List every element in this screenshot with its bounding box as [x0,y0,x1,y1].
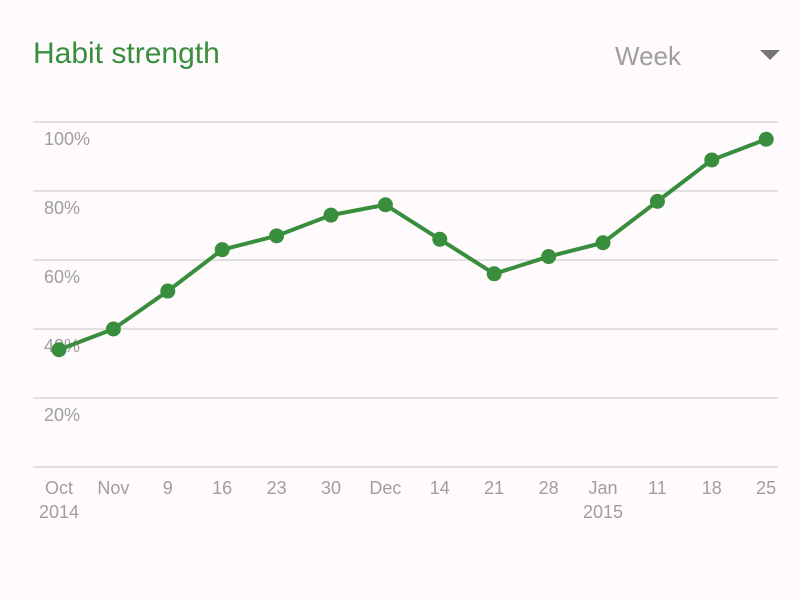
x-tick-label: 11 [648,478,667,498]
dropdown-arrow-icon [760,50,780,60]
x-tick-label: 21 [484,478,504,498]
data-point [105,321,121,337]
data-point [377,197,393,213]
y-tick-label: 20% [44,405,80,425]
x-tick-label: 30 [321,478,341,498]
data-point [541,249,557,265]
x-tick-label: Jan [588,478,617,498]
x-tick-label: 2015 [583,502,623,522]
x-tick-label: 23 [267,478,287,498]
x-tick-label: 2014 [39,502,79,522]
series-line [58,137,767,352]
y-tick-label: 60% [44,267,80,287]
data-point [758,131,774,147]
x-tick-label: Nov [97,478,129,498]
data-point [595,235,611,251]
x-tick-label: Oct [45,478,73,498]
x-axis-labels: Oct 2014 Nov 9 16 23 30 Dec 14 21 28 Jan 2015 11 18 25 [39,478,776,522]
x-tick-label: 18 [702,478,722,498]
grid-layer [33,121,778,468]
x-tick-label: 14 [430,478,450,498]
data-point [432,231,448,247]
period-selected-label: Week [615,40,681,71]
x-tick-label: 9 [163,478,173,498]
x-tick-label: 16 [212,478,232,498]
data-point [51,342,67,358]
y-tick-label: 80% [44,198,80,218]
data-point [486,266,502,282]
y-tick-label: 100% [44,129,90,149]
data-point [323,207,339,223]
x-tick-label: Dec [369,478,401,498]
x-tick-label: 28 [539,478,559,498]
data-point [160,283,176,299]
series-layer [51,131,774,358]
data-point [269,228,285,244]
y-axis-labels: 100%80%60%40%20% [44,129,90,425]
data-point [214,242,230,258]
period-dropdown[interactable]: Week [615,36,780,76]
x-tick-label: 25 [756,478,776,498]
data-point [704,152,720,168]
card-title: Habit strength [33,37,220,70]
data-point [649,193,665,209]
